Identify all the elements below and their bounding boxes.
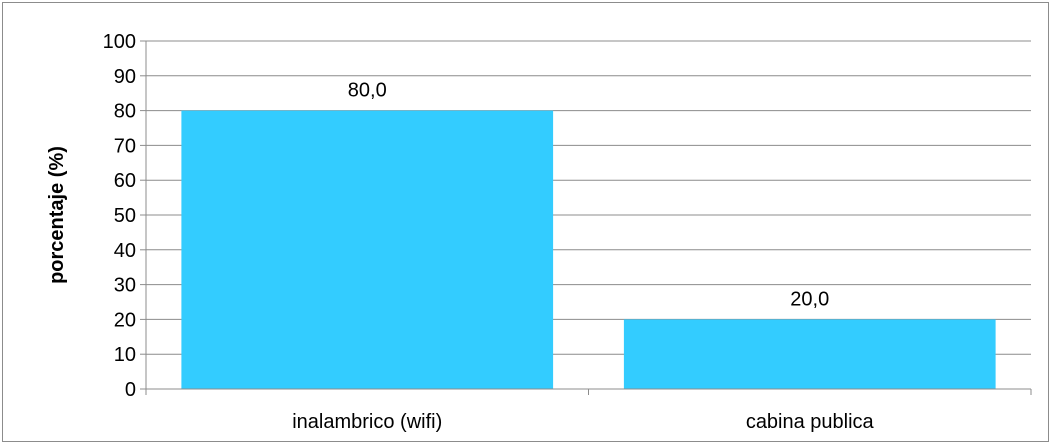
axes <box>140 40 1032 395</box>
bar-2 <box>623 319 996 389</box>
bar-chart: 0 10 20 30 40 50 60 70 80 90 100 80,0 inalambrico (w… <box>46 31 1032 433</box>
y-tick-label-60: 60 <box>114 170 136 192</box>
y-tick-label-30: 30 <box>114 275 136 297</box>
y-tick-label-20: 20 <box>114 309 136 331</box>
data-label-1: 80,0 <box>348 80 387 102</box>
bar-1 <box>181 110 554 389</box>
chart-frame: 0 10 20 30 40 50 60 70 80 90 100 80,0 inalambrico (w… <box>2 2 1049 442</box>
y-tick-label-100: 100 <box>103 31 136 53</box>
labels: 0 10 20 30 40 50 60 70 80 90 100 80,0 inalambrico (w… <box>103 31 875 433</box>
y-tick-label-10: 10 <box>114 344 136 366</box>
y-tick-label-90: 90 <box>114 66 136 88</box>
bars <box>181 110 996 389</box>
y-tick-label-70: 70 <box>114 135 136 157</box>
y-tick-label-0: 0 <box>125 379 136 401</box>
y-tick-label-50: 50 <box>114 205 136 227</box>
y-tick-label-80: 80 <box>114 101 136 123</box>
category-label-1: inalambrico (wifi) <box>292 411 442 433</box>
y-tick-label-40: 40 <box>114 240 136 262</box>
y-axis-title: porcentaje (%) <box>46 146 68 284</box>
category-label-2: cabina publica <box>746 411 875 433</box>
data-label-2: 20,0 <box>790 288 829 310</box>
